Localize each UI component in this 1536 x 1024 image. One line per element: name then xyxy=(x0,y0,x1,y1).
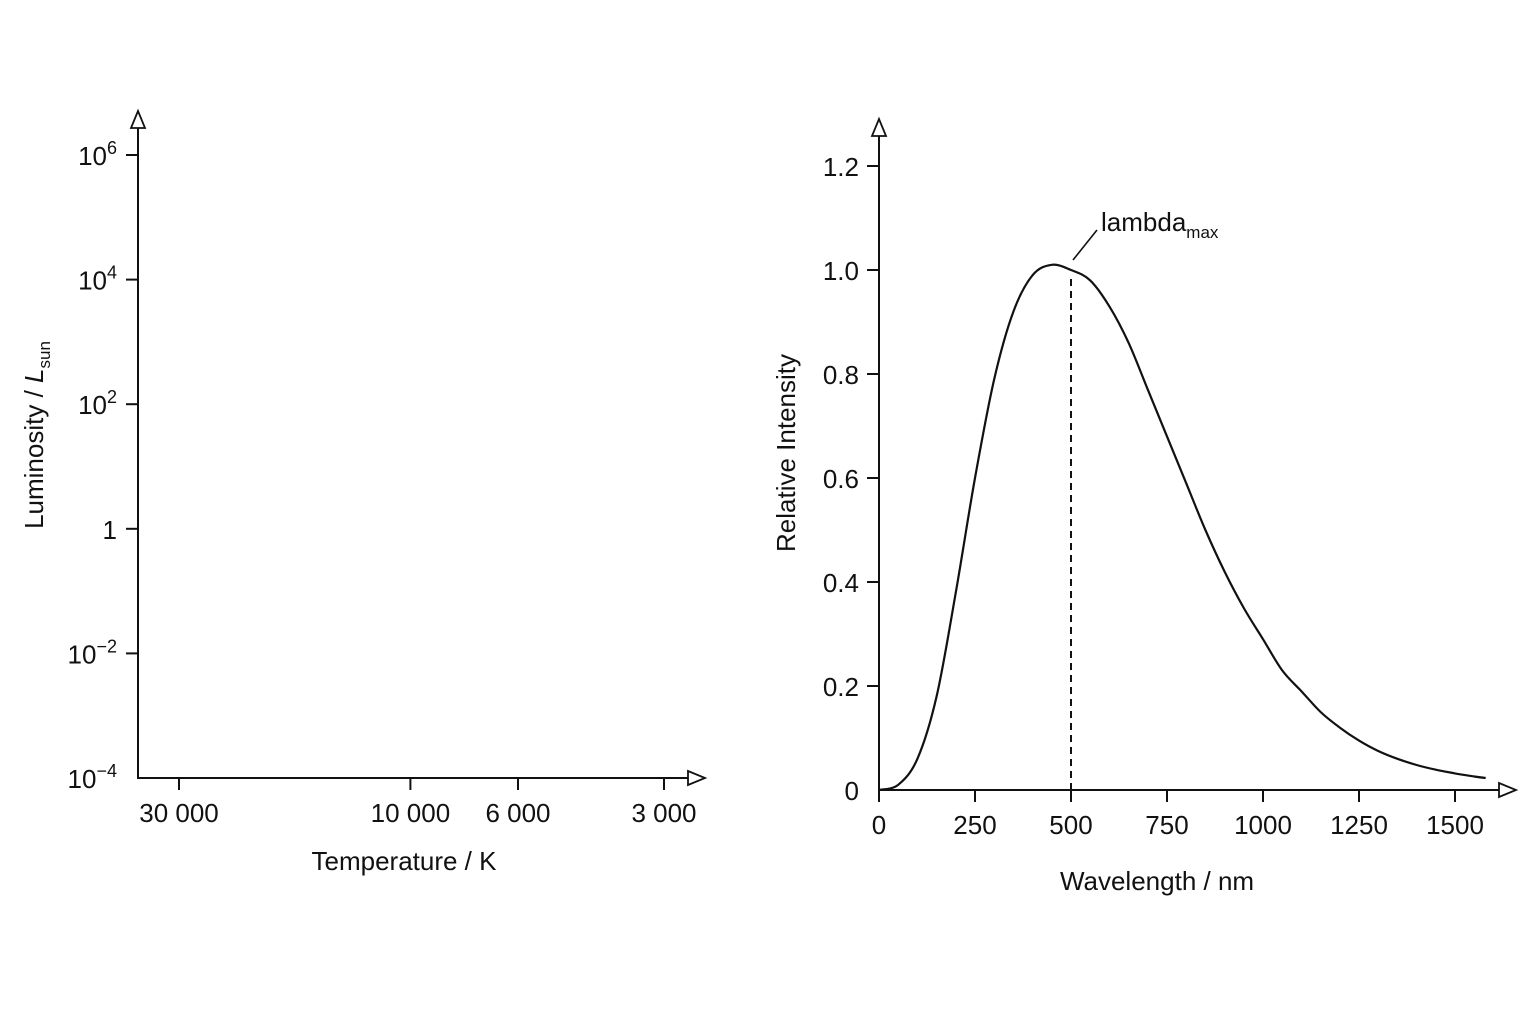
chart2-x-tick-label: 0 xyxy=(872,810,886,840)
lambda-max-leader-line xyxy=(1072,229,1098,261)
chart1-x-axis-label: Temperature / K xyxy=(312,846,498,876)
chart2-y-tick-label: 1.0 xyxy=(823,256,859,286)
chart1-x-tick-label: 6 000 xyxy=(485,798,550,828)
chart1-y-ticks: 106 104 102 1 10−2 10−4 xyxy=(68,138,138,794)
chart1-y-axis-label-subscript: sun xyxy=(35,341,54,368)
chart1-y-tick-label: 10−4 xyxy=(68,761,117,794)
chart1-y-tick-label: 102 xyxy=(78,387,117,420)
chart2-y-tick-label: 0 xyxy=(845,776,859,806)
chart2-x-tick-label: 1250 xyxy=(1330,810,1388,840)
chart1-y-axis-label-base: Luminosity / xyxy=(19,383,49,529)
chart1-y-tick-label: 104 xyxy=(78,263,117,296)
blackbody-curve-chart: 0 0.2 0.4 0.6 0.8 1.0 1.2 0 250 500 750 1000 1250 15… xyxy=(771,116,1519,896)
chart1-y-tick-label: 1 xyxy=(103,515,117,545)
chart2-y-tick-label: 1.2 xyxy=(823,152,859,182)
chart2-y-tick-label: 0.8 xyxy=(823,360,859,390)
chart2-x-tick-label: 250 xyxy=(953,810,996,840)
hr-diagram-axes: 106 104 102 1 10−2 10−4 30 000 10 000 6 000 3 00… xyxy=(19,108,708,876)
chart2-x-tick-label: 1500 xyxy=(1426,810,1484,840)
chart1-y-tick-label: 10−2 xyxy=(68,636,117,669)
lambda-max-label-subscript: max xyxy=(1186,223,1219,242)
chart2-y-axis-arrow xyxy=(870,116,888,137)
chart1-y-axis-label-symbol: L xyxy=(19,369,49,383)
chart2-x-tick-label: 750 xyxy=(1145,810,1188,840)
chart2-x-tick-label: 1000 xyxy=(1234,810,1292,840)
chart1-x-tick-label: 3 000 xyxy=(631,798,696,828)
chart2-y-tick-label: 0.6 xyxy=(823,464,859,494)
chart1-y-tick-label: 106 xyxy=(78,138,117,171)
chart2-series-line xyxy=(878,263,1486,792)
chart1-x-tick-label: 10 000 xyxy=(371,798,451,828)
chart2-x-ticks: 0 250 500 750 1000 1250 1500 xyxy=(872,790,1484,840)
chart1-x-tick-label: 30 000 xyxy=(139,798,219,828)
chart1-y-axis-label: Luminosity / Lsun xyxy=(19,341,54,529)
lambda-max-label: lambdamax xyxy=(1101,207,1219,242)
lambda-max-label-base: lambda xyxy=(1101,207,1187,237)
chart1-y-axis-arrow xyxy=(129,108,147,129)
chart1-x-ticks: 30 000 10 000 6 000 3 000 xyxy=(139,778,697,828)
chart2-x-tick-label: 500 xyxy=(1049,810,1092,840)
chart2-x-axis-arrow xyxy=(1498,781,1519,799)
chart1-x-axis-arrow xyxy=(687,769,708,787)
chart2-y-ticks: 0 0.2 0.4 0.6 0.8 1.0 1.2 xyxy=(823,152,879,806)
chart2-x-axis-label: Wavelength / nm xyxy=(1060,866,1254,896)
chart2-y-axis-label: Relative Intensity xyxy=(771,354,801,552)
chart2-y-tick-label: 0.2 xyxy=(823,672,859,702)
chart2-y-tick-label: 0.4 xyxy=(823,568,859,598)
